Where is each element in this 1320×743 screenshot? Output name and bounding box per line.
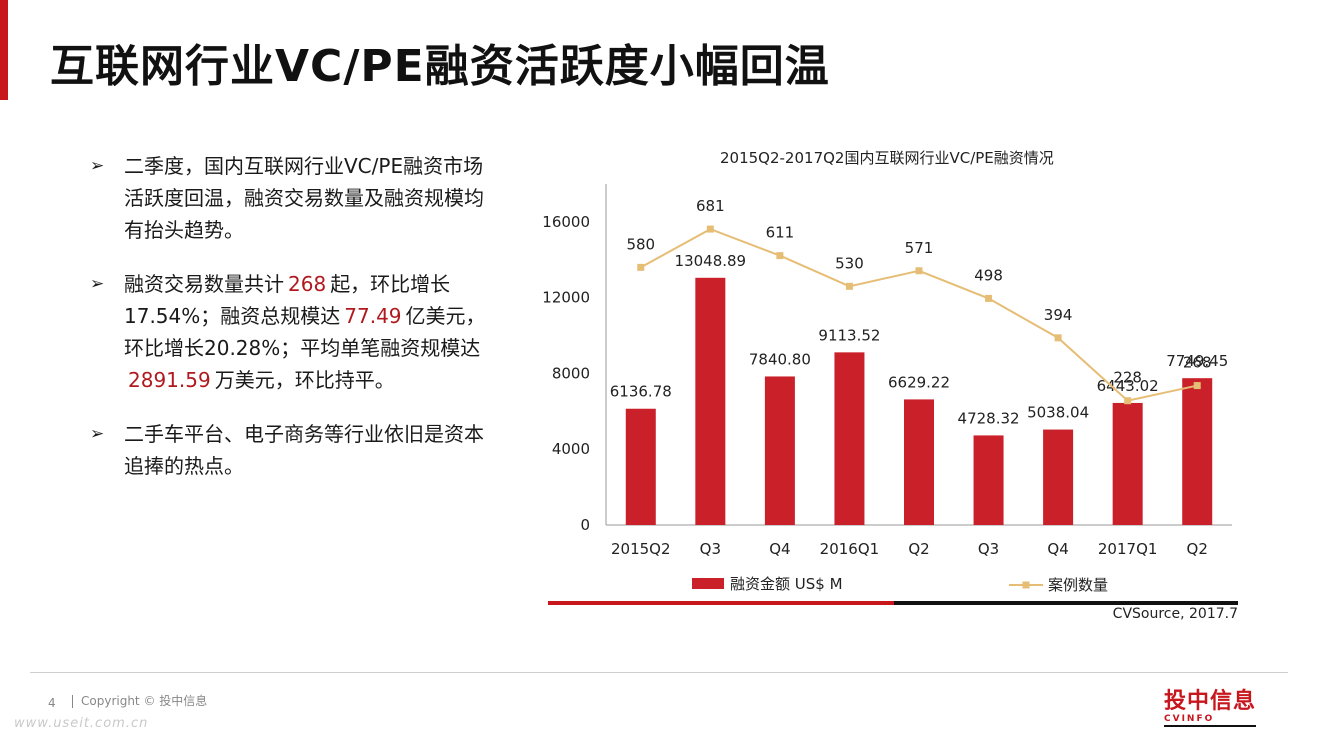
- x-tick-label: Q3: [978, 540, 999, 558]
- cvinfo-logo: 投中信息 CVINFO: [1164, 690, 1256, 727]
- bar-2016q1: [834, 352, 865, 525]
- x-tick-label: Q2: [908, 540, 929, 558]
- bullet-item-1: ➢ 二季度，国内互联网行业VC/PE融资市场活跃度回温，融资交易数量及融资规模均…: [90, 150, 490, 246]
- legend-line-marker: [1022, 581, 1030, 589]
- bar-2017q1: [1112, 402, 1143, 525]
- copyright-text: Copyright © 投中信息: [72, 695, 207, 708]
- bar-value-label: 5038.04: [1027, 404, 1089, 422]
- line-value-label: 571: [905, 239, 934, 257]
- bar-value-label: 7840.80: [749, 350, 811, 368]
- bullet-item-2: ➢ 融资交易数量共计 268 起，环比增长17.54%；融资总规模达 77.49 亿美元…: [90, 268, 490, 396]
- bullet-text: 起，环比增长17.54%；融资总规模达: [124, 272, 451, 328]
- bar-value-label: 4728.32: [958, 409, 1020, 427]
- bar-q4: [764, 376, 795, 525]
- bullet-text: 融资交易数量共计: [124, 272, 284, 296]
- logo-text-cn: 投中信息: [1164, 689, 1257, 714]
- bar-q3: [973, 435, 1004, 525]
- case-count-marker: [845, 282, 853, 290]
- x-tick-label: Q4: [769, 540, 790, 558]
- bar-value-label: 13048.89: [675, 252, 747, 270]
- highlight-average-amount: 2891.59: [128, 368, 211, 392]
- watermark-text: www.useit.com.cn: [14, 716, 149, 731]
- y-tick-label: 4000: [552, 440, 590, 458]
- y-tick-label: 0: [580, 516, 590, 534]
- line-value-label: 498: [974, 266, 1003, 284]
- line-value-label: 611: [766, 224, 795, 242]
- page-title: 互联网行业VC/PE融资活跃度小幅回温: [50, 41, 830, 92]
- bullet-text: 二季度，国内互联网行业VC/PE融资市场活跃度回温，融资交易数量及融资规模均有抬…: [124, 154, 484, 242]
- bullet-item-3: ➢ 二手车平台、电子商务等行业依旧是资本追捧的热点。: [90, 418, 490, 482]
- bar-value-label: 7749.45: [1166, 352, 1228, 370]
- case-count-marker: [706, 225, 714, 233]
- bar-q2: [1182, 378, 1213, 525]
- logo-text-en: CVINFO: [1164, 714, 1215, 724]
- title-accent-bar: [0, 0, 8, 100]
- logo-underline: [1164, 725, 1256, 727]
- bar-value-label: 6443.02: [1097, 377, 1159, 395]
- case-count-marker: [637, 263, 645, 271]
- case-count-marker: [776, 252, 784, 260]
- bar-q3: [695, 277, 726, 525]
- y-tick-label: 12000: [542, 289, 590, 307]
- bullet-text: 二手车平台、电子商务等行业依旧是资本追捧的热点。: [124, 422, 484, 478]
- bar-value-label: 6629.22: [888, 373, 950, 391]
- x-tick-label: Q4: [1047, 540, 1068, 558]
- bar-q2: [904, 399, 934, 525]
- divider-red: [548, 601, 894, 605]
- case-count-marker: [985, 294, 993, 302]
- page-number: 4: [48, 696, 56, 710]
- arrow-bullet-icon: ➢: [90, 424, 105, 444]
- financing-chart: 0 4000 8000 12000 16000 6136.78 13048.89 7840.8…: [542, 184, 1232, 594]
- bar-q4: [1043, 429, 1074, 525]
- line-value-label: 530: [835, 254, 864, 272]
- line-value-label: 681: [696, 197, 725, 215]
- x-tick-label: Q2: [1187, 540, 1208, 558]
- bar-value-label: 6136.78: [610, 383, 672, 401]
- case-count-marker: [915, 267, 923, 275]
- case-count-marker: [1193, 382, 1201, 390]
- chart-title: 2015Q2-2017Q2国内互联网行业VC/PE融资情况: [720, 149, 1054, 167]
- bullet-text: 万美元，环比持平。: [214, 368, 395, 392]
- case-count-marker: [1124, 397, 1132, 405]
- x-tick-label: 2017Q1: [1098, 540, 1158, 558]
- legend-bar-label: 融资金额 US$ M: [730, 575, 843, 593]
- line-value-label: 228: [1113, 369, 1142, 387]
- y-tick-label: 16000: [542, 213, 590, 231]
- bar-2015q2: [625, 408, 656, 525]
- legend-bar-swatch: [692, 578, 724, 589]
- highlight-deal-count: 268: [288, 272, 327, 296]
- bar-value-label: 9113.52: [818, 326, 880, 344]
- line-value-label: 580: [626, 235, 655, 253]
- legend-line-label: 案例数量: [1048, 576, 1108, 594]
- arrow-bullet-icon: ➢: [90, 274, 105, 294]
- bullet-text: 亿美元，环比增长20.28%；平均单笔融资规模达: [124, 304, 486, 360]
- x-tick-label: 2016Q1: [820, 540, 880, 558]
- divider-black: [894, 601, 1238, 605]
- y-tick-label: 8000: [552, 364, 590, 382]
- arrow-bullet-icon: ➢: [90, 156, 105, 176]
- x-tick-label: Q3: [700, 540, 721, 558]
- footer-divider: [30, 672, 1288, 673]
- case-count-marker: [1054, 334, 1062, 342]
- line-value-label: 394: [1044, 306, 1073, 324]
- bullet-list: ➢ 二季度，国内互联网行业VC/PE融资市场活跃度回温，融资交易数量及融资规模均…: [90, 150, 490, 504]
- x-tick-label: 2015Q2: [611, 540, 671, 558]
- line-value-label: 268: [1183, 354, 1212, 372]
- chart-source: CVSource, 2017.7: [1112, 606, 1238, 622]
- highlight-total-amount: 77.49: [344, 304, 402, 328]
